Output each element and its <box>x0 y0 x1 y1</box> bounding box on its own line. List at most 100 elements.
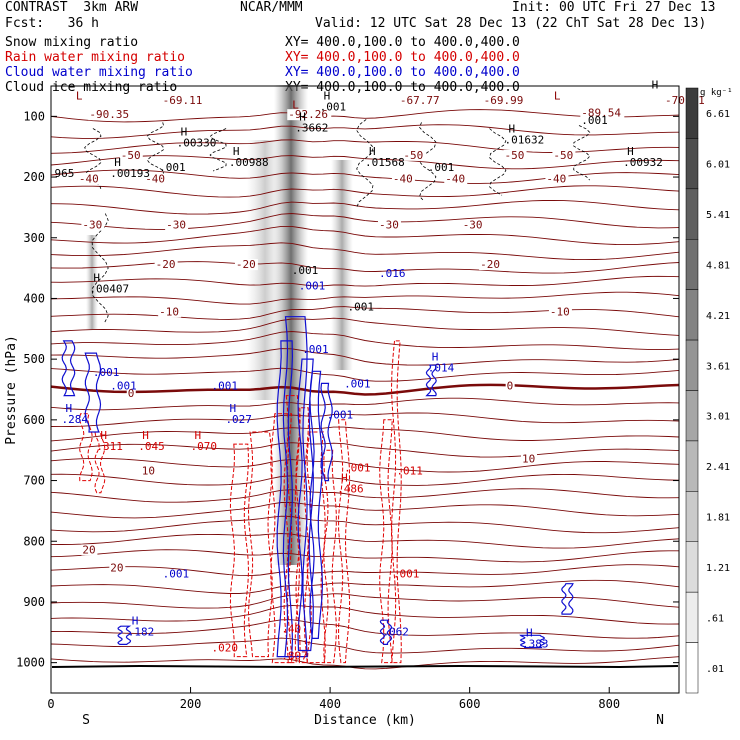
isotherm-label-bg <box>503 149 527 161</box>
cloud-water-contour <box>282 316 308 658</box>
field-xy-rain: XY= 400.0,100.0 to 400.0,400.0 <box>285 50 520 65</box>
isotherm-label: -89.54 <box>581 106 621 119</box>
extremum-marker: H <box>627 145 634 158</box>
isotherm-label: -20 <box>156 258 176 271</box>
extremum-value: .00407 <box>89 282 129 295</box>
isotherm-label-bg <box>81 219 105 231</box>
snow-plume-east <box>331 160 353 370</box>
isotherm-label: 20 <box>82 543 95 556</box>
isotherm-label: -40 <box>546 173 566 186</box>
y-tick-label: 700 <box>23 474 45 488</box>
extremum-value: 965 <box>54 167 74 180</box>
isotherm-line <box>50 501 680 519</box>
extremum-marker: H <box>195 429 202 442</box>
rain-water-contours <box>79 340 402 664</box>
isotherm-line <box>50 109 680 123</box>
cloud-water-contour <box>297 358 314 652</box>
colorbar-tick-label: 5.41 <box>706 210 730 221</box>
rain-water-contour <box>247 431 273 658</box>
isotherm-line <box>50 367 680 382</box>
cloud-ice-contours <box>84 119 591 323</box>
isotherm-line <box>50 225 680 246</box>
extremum-value: .011 <box>396 464 423 477</box>
isotherm-label-bg <box>377 219 401 231</box>
extremum-marker: H <box>65 402 72 415</box>
title-left: CONTRAST 3km ARW <box>5 0 139 15</box>
isotherm-label-bg <box>482 95 527 107</box>
extremum-value: .001 <box>348 301 375 314</box>
colorbar-tick-label: 1.81 <box>706 513 730 524</box>
extremum-marker: H <box>341 472 348 485</box>
extremum-marker: H <box>100 429 107 442</box>
isotherm-line <box>50 261 680 274</box>
isotherm-label-bg <box>545 173 569 185</box>
y-tick-label: 400 <box>23 291 45 305</box>
field-name-snow: Snow mixing ratio <box>5 35 139 50</box>
isotherm-label-bg <box>154 259 178 271</box>
colorbar-tick-label: 1.21 <box>706 563 730 574</box>
colorbar-swatch <box>685 491 699 543</box>
extremum-marker: H <box>142 429 149 442</box>
colorbar-swatch <box>685 591 699 643</box>
isotherm-label: 0 <box>128 387 135 400</box>
rain-water-contour <box>379 419 393 664</box>
rain-water-contour <box>323 449 337 664</box>
field-name-cloud-ice: Cloud ice mixing ratio <box>5 80 178 95</box>
extremum-value: .40 <box>281 622 301 635</box>
isotherm-line <box>50 579 680 594</box>
rain-water-contour <box>390 340 402 664</box>
extremum-value: .3662 <box>295 122 328 135</box>
cloud-water-contour <box>117 625 132 645</box>
colorbar-tick-label: 4.81 <box>706 260 730 271</box>
isotherm-line <box>50 533 680 549</box>
extremum-value: .001 <box>211 380 238 393</box>
extremum-marker: H <box>114 156 121 169</box>
isotherm-label-bg <box>461 219 485 231</box>
extremum-value: .001 <box>163 568 190 581</box>
colorbar-tick-label: 2.41 <box>706 462 730 473</box>
extremum-value: .062 <box>382 625 409 638</box>
extremum-value: .00330 <box>177 137 217 150</box>
isotherm-line <box>50 331 680 351</box>
cloud-water-contour <box>320 382 333 482</box>
field-name-rain: Rain water mixing ratio <box>5 50 186 65</box>
isotherm-label-bg <box>77 173 101 185</box>
cloud-water-contour <box>519 634 545 649</box>
x-tick-label: 800 <box>598 697 620 711</box>
colorbar-swatch <box>685 87 699 139</box>
init-time: Init: 00 UTC Fri 27 Dec 13 <box>512 0 716 15</box>
cloud-water-contour <box>425 364 437 397</box>
isotherm-line <box>50 306 680 320</box>
colorbar-swatch <box>685 289 699 341</box>
cloud-water-contour <box>84 352 102 433</box>
isotherm-line <box>50 291 680 305</box>
extremum-marker: H <box>432 350 439 363</box>
isotherm-label-bg <box>398 95 443 107</box>
isotherm-line <box>50 169 680 184</box>
isotherm-label: -40 <box>445 173 465 186</box>
extremum-value: .001 <box>159 161 186 174</box>
isotherm-label-bg <box>119 149 143 161</box>
colorbar-tick-label: .61 <box>706 613 724 624</box>
isotherm-line <box>50 442 680 458</box>
isotherm-line <box>50 619 680 639</box>
isotherm-label: -20 <box>480 258 500 271</box>
extremum-value: .486 <box>337 483 364 496</box>
extremum-value: .182 <box>128 625 155 638</box>
y-tick-label: 1000 <box>16 656 45 670</box>
y-tick-label: 200 <box>23 170 45 184</box>
extremum-value: .001 <box>110 380 137 393</box>
isotherm-line <box>50 275 680 287</box>
cloud-ice-contour <box>356 119 374 208</box>
cloud-ice-contour <box>146 122 165 178</box>
extremum-marker: H <box>132 614 139 627</box>
extremum-marker: H <box>324 89 331 102</box>
isotherm-label-bg <box>144 173 168 185</box>
isotherm-line <box>50 348 680 366</box>
isotherm-label-bg <box>444 173 468 185</box>
extremum-value: .045 <box>138 440 165 453</box>
y-tick-label: 500 <box>23 352 45 366</box>
x-axis-label: Distance (km) <box>314 713 416 728</box>
y-tick-label: 800 <box>23 534 45 548</box>
